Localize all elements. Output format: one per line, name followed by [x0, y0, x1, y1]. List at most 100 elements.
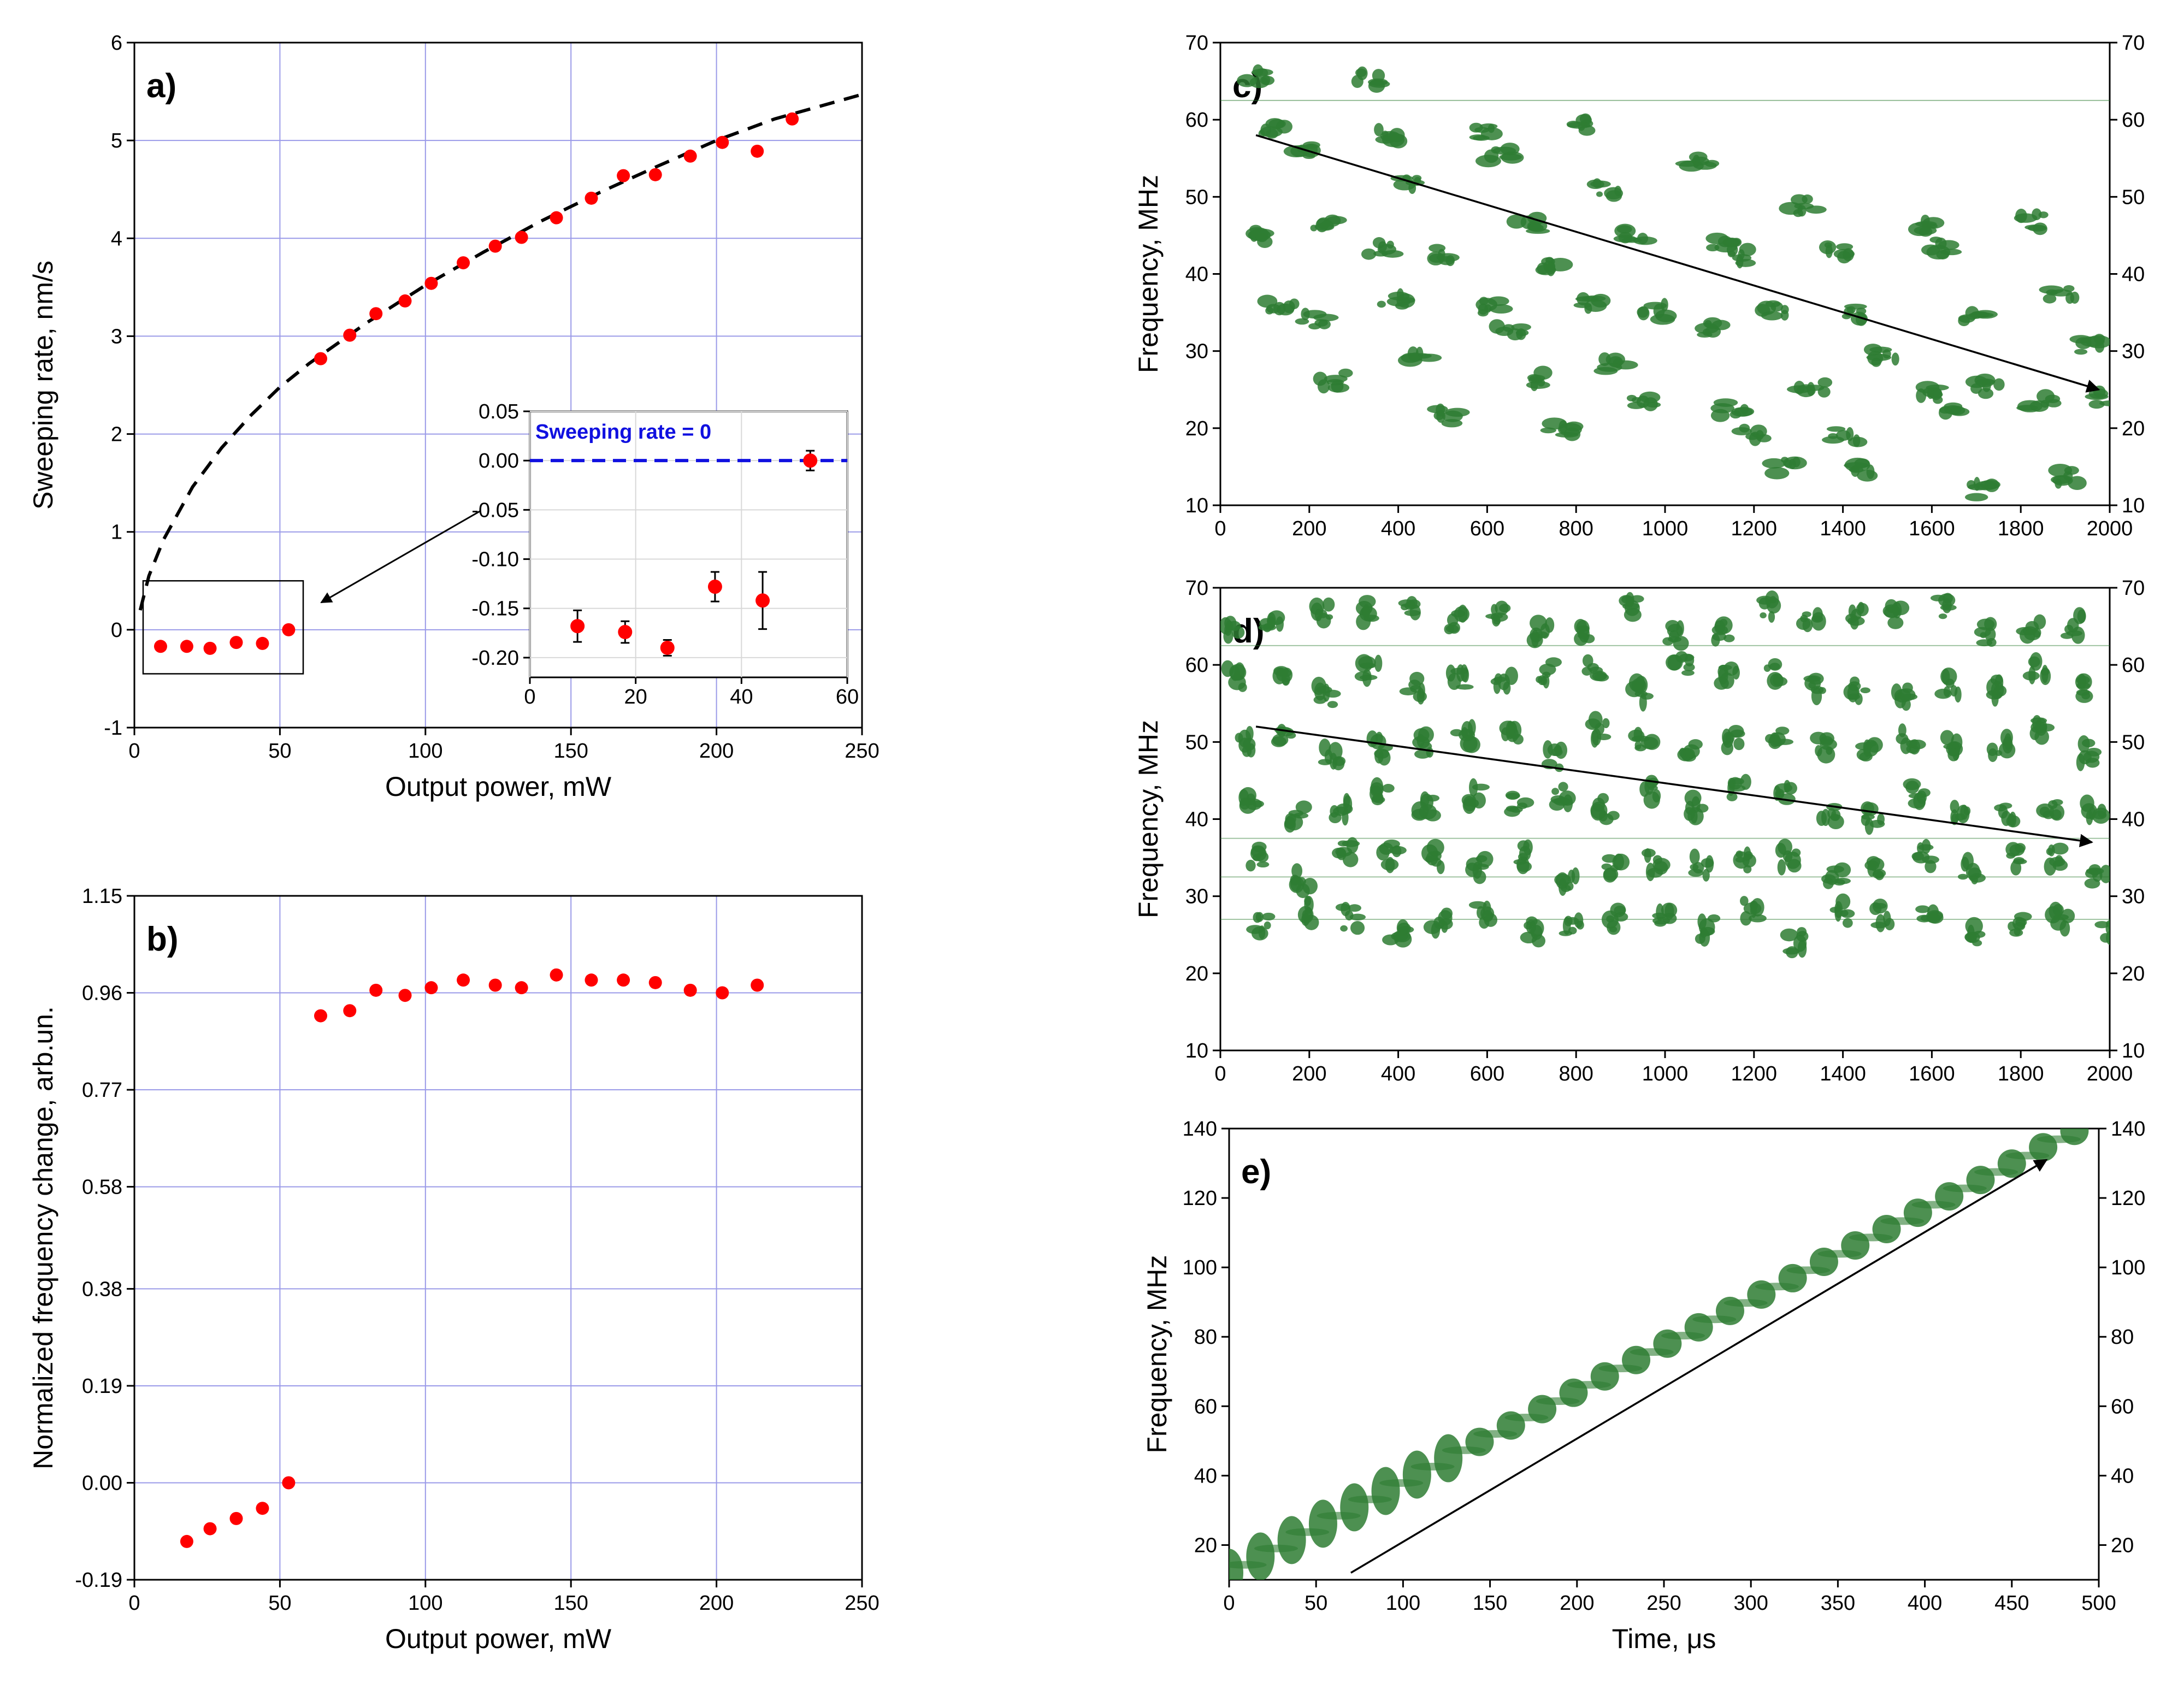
- spectral-spot: [1295, 800, 1312, 814]
- spectral-spot: [1702, 869, 1710, 882]
- data-point: [488, 978, 502, 992]
- x-tick-label: 100: [408, 1592, 442, 1615]
- spectral-spot: [1964, 806, 1971, 816]
- spectral-spot: [1473, 135, 1490, 141]
- spectral-spot: [1402, 1450, 1431, 1499]
- x-tick-label: 450: [1994, 1592, 2029, 1615]
- spectral-spot: [1340, 1483, 1369, 1532]
- spectral-spot: [1831, 809, 1841, 821]
- spectral-spot: [1246, 725, 1254, 741]
- spectral-spot: [1811, 612, 1826, 631]
- spectral-spot: [1423, 920, 1441, 934]
- spectral-spot: [1501, 727, 1510, 741]
- y-axis-title: Frequency, MHz: [1142, 1255, 1172, 1453]
- spectral-spot: [1258, 925, 1266, 940]
- x-tick-label: 1400: [1820, 517, 1866, 540]
- spectrogram: [1229, 1129, 2089, 1580]
- x-tick-label: 1400: [1820, 1062, 1866, 1085]
- spectral-spot: [1605, 190, 1622, 202]
- spectral-spot: [1530, 379, 1538, 392]
- data-point: [369, 307, 383, 321]
- spectral-spot: [1257, 294, 1278, 308]
- data-point: [180, 1534, 193, 1548]
- y2-tick-label: 60: [2122, 654, 2145, 677]
- y-tick-label: 60: [1185, 654, 1208, 677]
- spectral-spot: [1769, 673, 1784, 687]
- spectral-spot: [1427, 251, 1444, 265]
- y2-tick-label: 100: [2111, 1256, 2145, 1279]
- spectral-spot: [1584, 299, 1607, 312]
- spectral-spot: [1544, 617, 1555, 633]
- spectral-spot: [1842, 918, 1853, 928]
- spectral-spot: [2086, 867, 2104, 875]
- spectral-spot: [1538, 675, 1546, 686]
- x-tick-label: 150: [553, 1592, 588, 1615]
- spectral-spot: [2070, 291, 2080, 304]
- data-point: [716, 135, 729, 149]
- zoom-arrow: [320, 510, 481, 604]
- y2-tick-label: 60: [2122, 109, 2145, 132]
- spectral-spot: [1526, 919, 1536, 934]
- spectral-spot: [1640, 736, 1658, 749]
- spectral-spot: [1817, 386, 1831, 398]
- inset-data-point: [618, 625, 633, 640]
- spectral-spot: [1727, 250, 1736, 258]
- spectral-spot: [1714, 676, 1729, 690]
- spectral-spot: [1555, 741, 1568, 759]
- spectral-spot: [1619, 595, 1634, 607]
- spectral-spot: [1445, 255, 1455, 267]
- spectral-spot: [1877, 813, 1885, 825]
- spectral-spot: [1590, 180, 1611, 188]
- inset-x-tick-label: 20: [624, 686, 647, 708]
- inset-x-tick-label: 0: [524, 686, 535, 708]
- spectral-spot: [1957, 873, 1968, 880]
- spectral-spot: [1342, 852, 1359, 867]
- y-tick-label: 0.00: [82, 1472, 122, 1495]
- spectral-spot: [1950, 685, 1958, 697]
- spectral-spot: [1359, 595, 1376, 609]
- y2-tick-label: 10: [2122, 1040, 2145, 1062]
- spectral-spot: [1503, 681, 1511, 695]
- spectral-spot: [1379, 842, 1394, 855]
- spectral-spot: [2008, 921, 2016, 931]
- spectral-spot: [2049, 804, 2065, 821]
- spectral-spot: [1249, 228, 1274, 238]
- spectral-spot: [1272, 734, 1289, 746]
- spectral-spot: [1740, 911, 1752, 926]
- spectral-spot: [1527, 224, 1544, 231]
- spectral-spot: [1826, 426, 1846, 432]
- spectral-spot: [1327, 701, 1338, 708]
- spectral-spot: [2080, 794, 2094, 812]
- spectral-spot: [1775, 790, 1784, 798]
- spectral-spot: [1891, 683, 1902, 701]
- spectral-spot: [1857, 469, 1878, 482]
- y2-tick-label: 80: [2111, 1326, 2134, 1349]
- spectral-spot: [1744, 851, 1753, 860]
- y-tick-label: 0.96: [82, 982, 122, 1005]
- spectral-spot: [2009, 929, 2023, 937]
- spectral-spot: [1479, 123, 1498, 129]
- spectral-spot: [1884, 918, 1895, 931]
- spectral-spot: [1968, 934, 1977, 943]
- spectral-spot: [2111, 394, 2130, 403]
- x-tick-label: 100: [1386, 1592, 1420, 1615]
- spectral-spot: [1714, 620, 1725, 634]
- spectral-spot: [1688, 869, 1704, 877]
- y-tick-label: 100: [1183, 1256, 1217, 1279]
- spectral-spot: [1713, 398, 1738, 407]
- inset-y-tick-label: -0.20: [471, 647, 519, 670]
- y2-tick-label: 20: [2122, 417, 2145, 440]
- y-tick-label: 70: [1185, 577, 1208, 600]
- spectral-spot: [1551, 788, 1560, 795]
- spectral-spot: [2099, 400, 2110, 406]
- spectral-spot: [1578, 125, 1596, 136]
- spectral-spot: [1540, 427, 1556, 434]
- data-point: [256, 1502, 269, 1515]
- spectral-spot: [1794, 203, 1814, 210]
- panel-label: b): [146, 920, 179, 958]
- spectral-spot: [1776, 739, 1794, 745]
- spectral-spot: [1382, 783, 1395, 793]
- spectral-spot: [1933, 395, 1943, 404]
- spectral-spot: [2052, 903, 2064, 916]
